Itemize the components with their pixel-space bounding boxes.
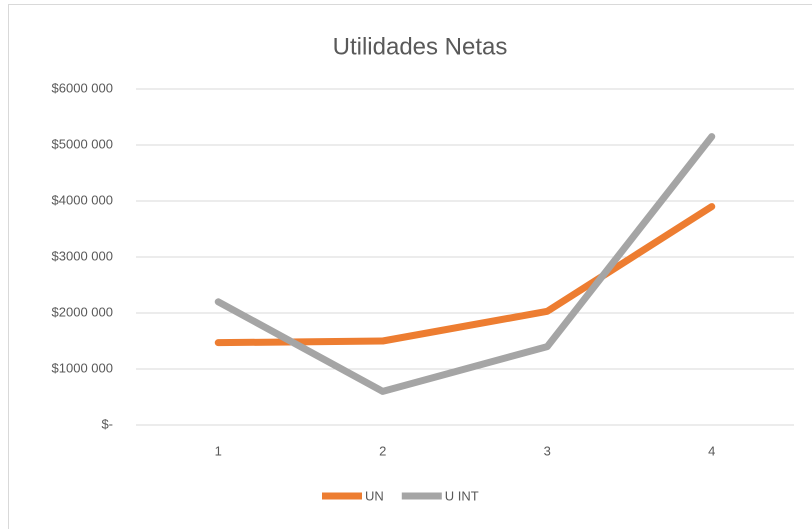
y-tick-label: $5000 000 (52, 136, 113, 151)
x-tick-label: 4 (708, 443, 715, 458)
series-line (214, 133, 716, 395)
y-tick-label: $1000 000 (52, 360, 113, 375)
series-line (214, 203, 716, 347)
chart-title: Utilidades Netas (333, 33, 508, 60)
y-tick-label: $6000 000 (52, 80, 113, 95)
chart-border (8, 4, 812, 529)
y-tick-label: $4000 000 (52, 192, 113, 207)
y-tick-label: $3000 000 (52, 248, 113, 263)
legend-label: UN (365, 488, 384, 503)
x-tick-label: 1 (215, 443, 222, 458)
y-tick-label: $2000 000 (52, 304, 113, 319)
x-tick-label: 2 (379, 443, 386, 458)
legend-label: U INT (445, 488, 479, 503)
y-tick-label: $- (101, 416, 113, 431)
x-tick-label: 3 (544, 443, 551, 458)
